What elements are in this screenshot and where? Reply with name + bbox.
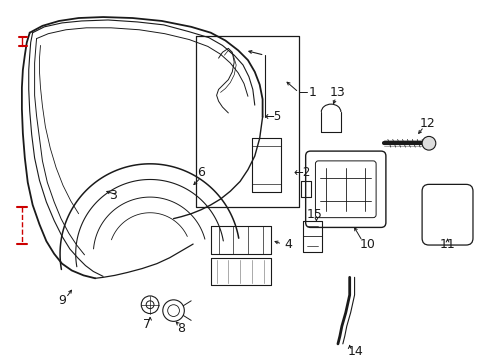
Text: 1: 1 [308, 86, 316, 99]
Text: 9: 9 [58, 294, 66, 307]
Text: 12: 12 [419, 117, 435, 130]
Text: 7: 7 [143, 318, 151, 331]
Text: 14: 14 [347, 345, 363, 358]
Text: ←5: ←5 [264, 111, 281, 123]
Text: 4: 4 [284, 238, 291, 251]
Text: 8: 8 [177, 322, 185, 335]
Text: 11: 11 [439, 238, 454, 251]
Text: 6: 6 [197, 166, 204, 179]
Text: 13: 13 [329, 86, 345, 99]
Text: ←2: ←2 [293, 166, 311, 179]
Circle shape [421, 136, 435, 150]
Text: 10: 10 [359, 238, 374, 251]
Text: 15: 15 [306, 208, 322, 221]
Text: 3: 3 [109, 189, 117, 202]
